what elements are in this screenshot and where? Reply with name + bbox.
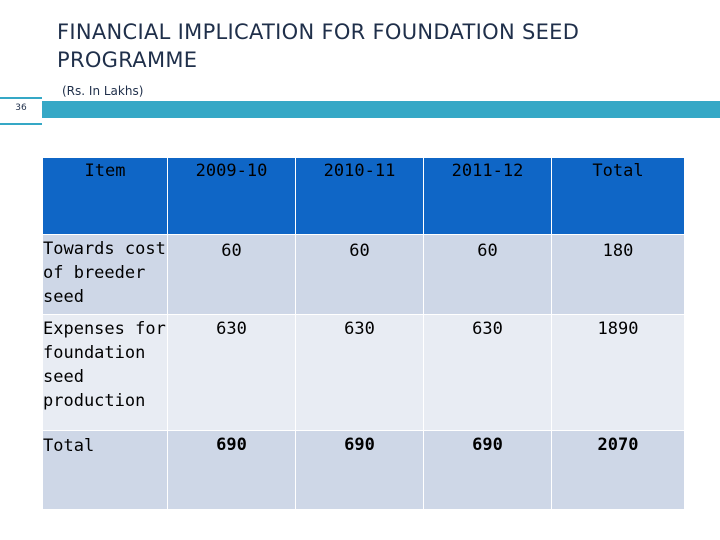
header-2009-10: 2009-10	[167, 157, 296, 235]
accent-bar	[42, 101, 720, 118]
table-row: Expenses for foundation seed production …	[42, 314, 685, 431]
header-2011-12: 2011-12	[423, 157, 552, 235]
header-total: Total	[551, 157, 685, 235]
header-2010-11: 2010-11	[295, 157, 424, 235]
slide-title: FINANCIAL IMPLICATION FOR FOUNDATION SEE…	[57, 20, 580, 72]
cell-value: 60	[167, 234, 296, 315]
slide-subtitle: (Rs. In Lakhs)	[62, 84, 144, 98]
cell-value: 690	[295, 430, 424, 510]
table-header-row: Item 2009-10 2010-11 2011-12 Total	[42, 157, 685, 235]
row-item-label: Expenses for foundation seed production	[42, 314, 168, 431]
cell-value: 690	[167, 430, 296, 510]
cell-value: 690	[423, 430, 552, 510]
cell-value: 2070	[551, 430, 685, 510]
cell-value: 1890	[551, 314, 685, 431]
cell-value: 630	[167, 314, 296, 431]
financial-table: Item 2009-10 2010-11 2011-12 Total Towar…	[42, 157, 685, 510]
header-item: Item	[42, 157, 168, 235]
slide-number: 36	[15, 103, 27, 113]
cell-value: 630	[423, 314, 552, 431]
cell-value: 180	[551, 234, 685, 315]
cell-value: 60	[295, 234, 424, 315]
row-item-label: Total	[42, 430, 168, 510]
table-row: Towards cost of breeder seed 60 60 60 18…	[42, 234, 685, 315]
table-row-total: Total 690 690 690 2070	[42, 430, 685, 510]
row-item-label: Towards cost of breeder seed	[42, 234, 168, 315]
cell-value: 60	[423, 234, 552, 315]
cell-value: 630	[295, 314, 424, 431]
slide-number-box	[0, 97, 42, 125]
